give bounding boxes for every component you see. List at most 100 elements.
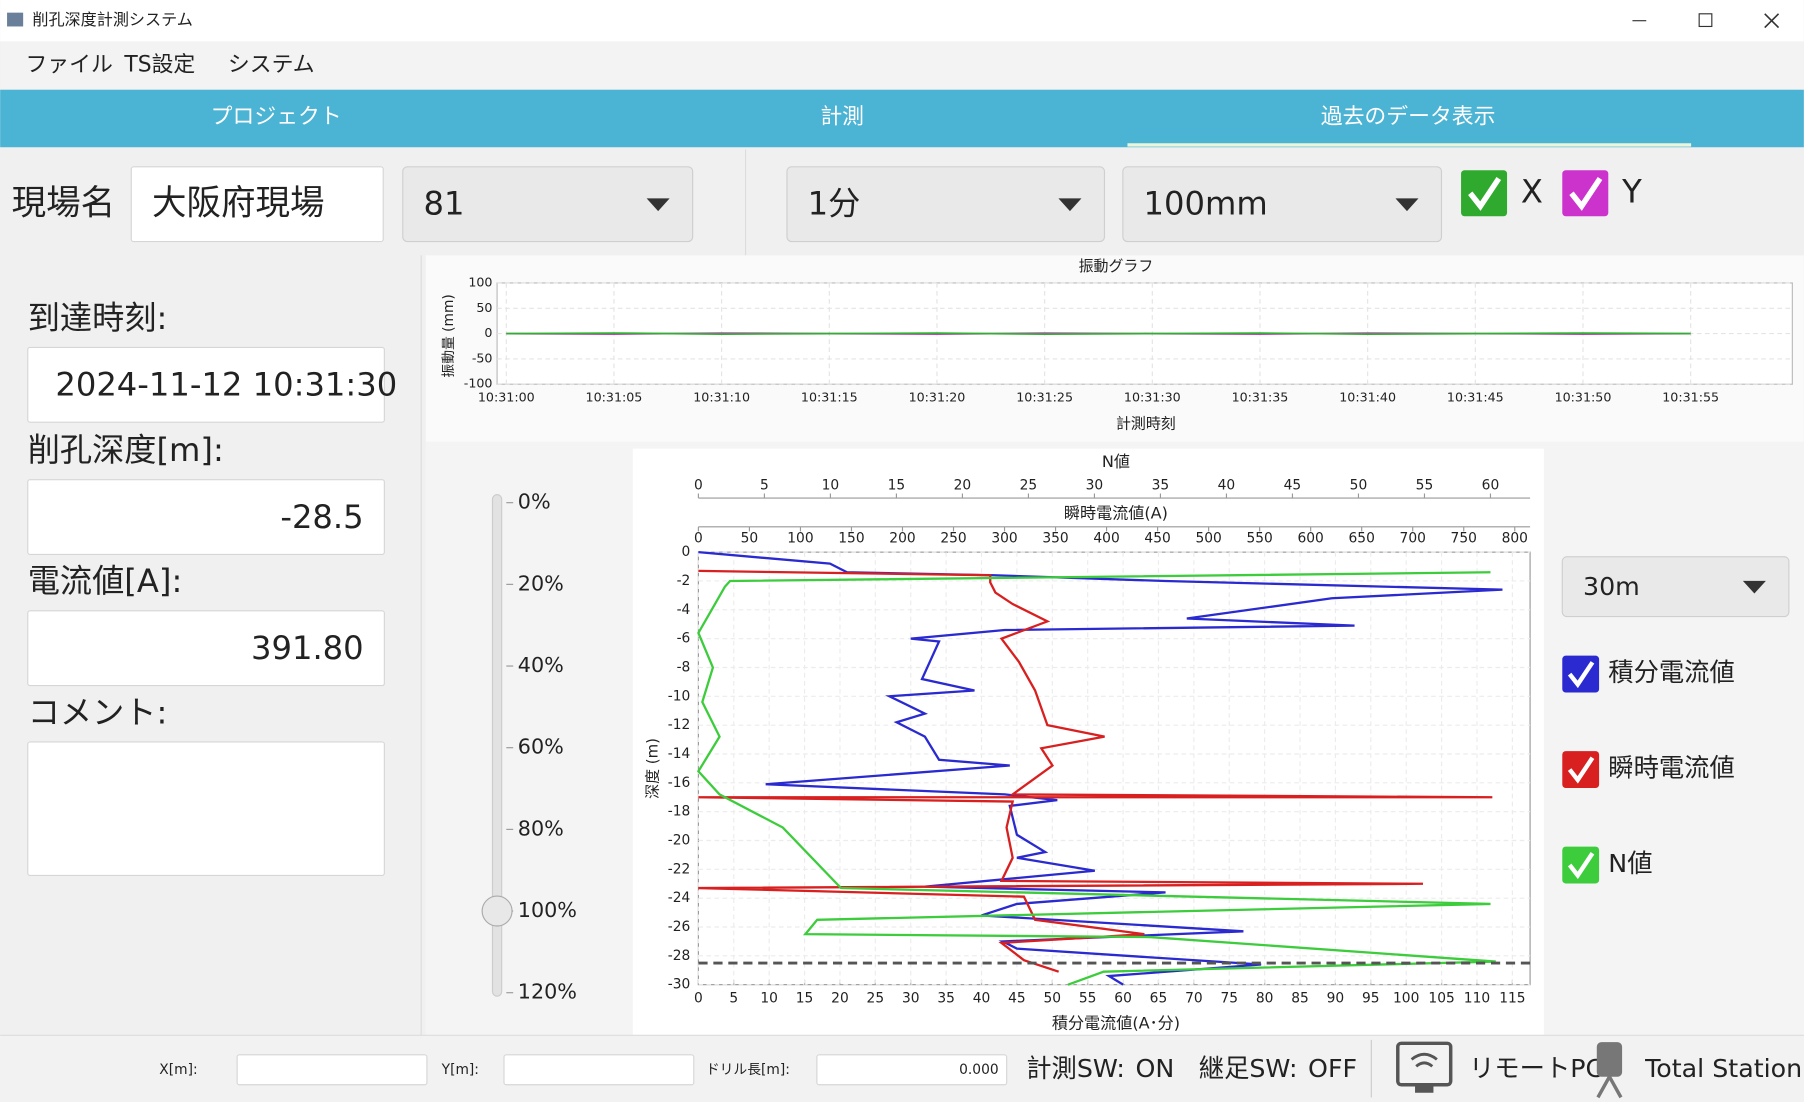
app-icon	[7, 12, 24, 27]
x-tick-label: 100	[1393, 990, 1419, 1006]
y-checkbox[interactable]	[1562, 170, 1609, 217]
y-tick-label: -12	[668, 717, 691, 733]
x-checkbox[interactable]	[1461, 170, 1508, 217]
x-tick-label: 35	[937, 990, 955, 1006]
drill-value: 0.000	[959, 1062, 999, 1078]
x-tick-label: 25	[867, 990, 885, 1006]
x-tick-label: 550	[1246, 530, 1272, 546]
vibration-line	[506, 332, 1691, 335]
x-tick-label: 350	[1042, 530, 1068, 546]
icon-stand	[1415, 1084, 1434, 1093]
icon-tripod	[1596, 1075, 1623, 1099]
wifi-symbol	[1410, 1052, 1438, 1068]
slider-track	[491, 494, 503, 997]
x-tick-label: 10:31:55	[1662, 390, 1719, 405]
y-tick-label: -100	[464, 376, 493, 391]
x-tick-label: 10:31:45	[1447, 390, 1504, 405]
depth-series-line	[696, 571, 1496, 986]
dropdown-arrow	[646, 198, 670, 212]
slider-label: 100%	[518, 898, 577, 922]
check-mark	[1567, 661, 1595, 689]
x-tick-label: 10	[760, 990, 778, 1006]
label: 到達時刻:	[28, 299, 168, 337]
dropdown[interactable]	[786, 166, 1106, 243]
text-field[interactable]	[236, 1054, 428, 1086]
x-tick-label: 40	[973, 990, 991, 1006]
dropdown[interactable]	[1561, 556, 1790, 618]
y-tick-label: -28	[668, 948, 691, 964]
y-tick-label: -6	[677, 631, 691, 647]
x-tick-label: 115	[1499, 990, 1525, 1006]
y-tick-label: -4	[677, 602, 691, 618]
dropdown-arrow	[1395, 198, 1419, 212]
y-tick-label: -22	[668, 861, 691, 877]
legend-label: N値	[1608, 849, 1652, 878]
x-tick-label: 85	[1291, 990, 1309, 1006]
x-tick-label: 10:31:10	[693, 390, 750, 405]
text-field[interactable]	[27, 346, 385, 423]
dropdown-arrow	[1742, 580, 1766, 594]
x-tick-label: 10:31:00	[478, 390, 535, 405]
slider-label: 0%	[518, 490, 551, 514]
dropdown[interactable]	[1122, 166, 1443, 243]
y-tick-label: -10	[668, 688, 691, 704]
x-tick-label: 80	[1256, 990, 1274, 1006]
x-tick-label: 5	[760, 477, 769, 493]
menu-item[interactable]: TS設定	[123, 53, 195, 78]
label: X[m]:	[159, 1062, 197, 1078]
x-tick-label: 65	[1150, 990, 1168, 1006]
series-checkbox[interactable]	[1562, 846, 1600, 884]
close-button[interactable]	[1764, 13, 1780, 29]
x-tick-label: 250	[940, 530, 966, 546]
text-field[interactable]	[27, 610, 385, 687]
label: コメント:	[28, 693, 168, 731]
check-mark	[1567, 852, 1595, 880]
y-tick-label: 100	[468, 274, 492, 289]
series-checkbox[interactable]	[1562, 751, 1600, 788]
x-tick-label: 60	[1114, 990, 1132, 1006]
x-tick-label: 500	[1195, 530, 1221, 546]
menu-item[interactable]: ファイル	[25, 53, 112, 78]
y-tick-label: -20	[668, 832, 691, 848]
text-field[interactable]	[130, 166, 384, 243]
site-label: 現場名	[12, 183, 116, 223]
tab[interactable]: 過去のデータ表示	[1321, 104, 1496, 129]
x-tick-label: 15	[796, 990, 814, 1006]
x-tick-label: 55	[1416, 477, 1434, 493]
comment-field[interactable]	[27, 741, 385, 876]
tab[interactable]: プロジェクト	[211, 104, 342, 129]
text-field[interactable]	[503, 1054, 695, 1086]
label: 継足SW:	[1199, 1054, 1298, 1083]
dropdown[interactable]	[402, 166, 694, 243]
x-tick-label: 0	[694, 990, 703, 1006]
dropdown-value: 1分	[808, 184, 861, 222]
x-tick-label: 10	[822, 477, 840, 493]
dropdown-arrow	[1058, 198, 1082, 212]
tab[interactable]: 計測	[820, 104, 864, 129]
x-tick-label: 30	[1086, 477, 1104, 493]
text-field[interactable]	[27, 479, 385, 556]
site-name: 大阪府現場	[152, 183, 325, 223]
label: Y[m]:	[441, 1062, 479, 1078]
slider-thumb[interactable]	[481, 895, 513, 927]
y-tick-label: -8	[677, 659, 691, 675]
dropdown-value: 30m	[1583, 572, 1640, 601]
series-checkbox[interactable]	[1562, 655, 1600, 693]
text-field[interactable]	[816, 1054, 1008, 1086]
depth-series-line	[698, 551, 1503, 986]
label: 削孔深度[m]:	[28, 431, 224, 469]
check-mark	[1569, 176, 1603, 211]
title-bar	[0, 0, 1804, 42]
y-axis-label: 深度 (m)	[644, 738, 662, 799]
x-tick-label: 0	[694, 477, 703, 493]
y-tick-label: -16	[668, 775, 691, 791]
x-tick-label: 70	[1185, 990, 1203, 1006]
x-tick-label: 40	[1218, 477, 1236, 493]
x-tick-label: 150	[838, 530, 864, 546]
menu-item[interactable]: システム	[228, 53, 315, 78]
x-tick-label: 50	[1350, 477, 1368, 493]
x-tick-label: 15	[888, 477, 906, 493]
x-tick-label: 10:31:05	[586, 390, 643, 405]
label: 計測SW:	[1026, 1054, 1125, 1083]
x-tick-label: 650	[1349, 530, 1375, 546]
